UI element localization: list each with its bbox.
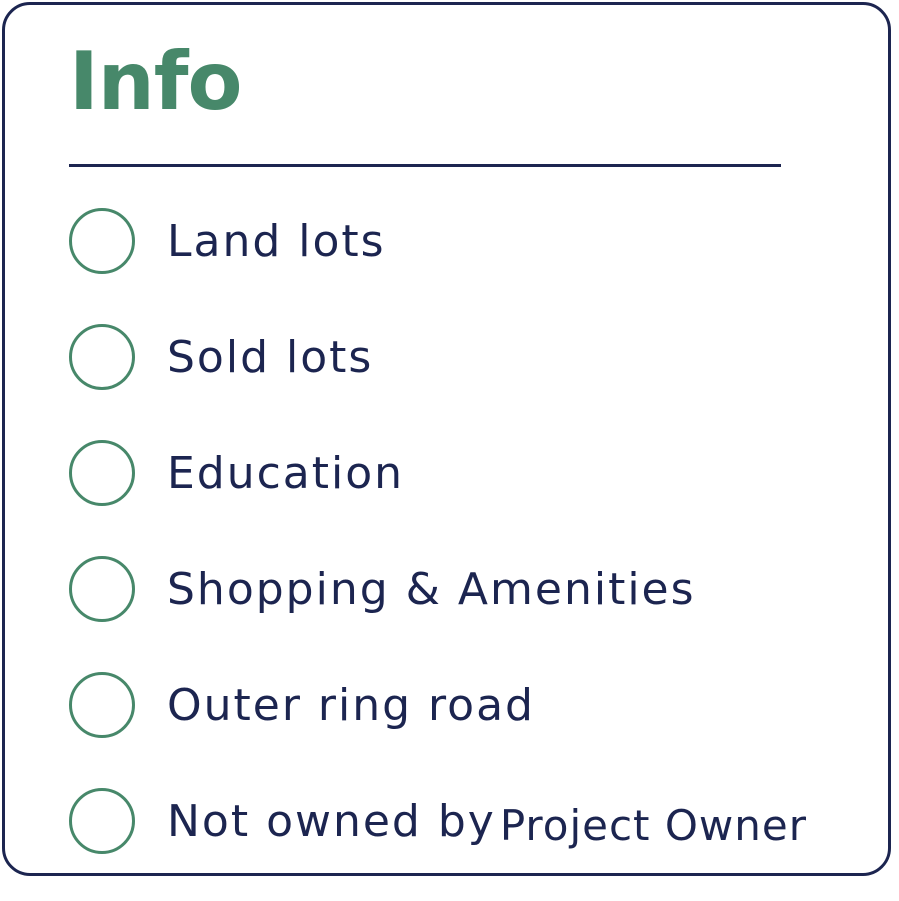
option-sold-lots[interactable]: Sold lots xyxy=(69,321,807,393)
option-label-main: Not owned by xyxy=(167,795,496,847)
option-shopping-amenities[interactable]: Shopping & Amenities xyxy=(69,553,807,625)
option-land-lots[interactable]: Land lots xyxy=(69,205,807,277)
option-label: Education xyxy=(167,447,405,499)
education-radio[interactable] xyxy=(69,440,135,506)
option-label: Sold lots xyxy=(167,331,374,383)
shopping-amenities-radio[interactable] xyxy=(69,556,135,622)
land-lots-radio[interactable] xyxy=(69,208,135,274)
option-not-owned[interactable]: Not owned byProject Owner xyxy=(69,785,807,857)
not-owned-radio[interactable] xyxy=(69,788,135,854)
info-panel: Info Land lots Sold lots Education Shopp… xyxy=(2,2,891,876)
panel-title: Info xyxy=(69,35,242,128)
option-label: Not owned byProject Owner xyxy=(167,795,808,850)
option-label: Shopping & Amenities xyxy=(167,563,696,615)
option-label: Land lots xyxy=(167,215,386,267)
sold-lots-radio[interactable] xyxy=(69,324,135,390)
option-education[interactable]: Education xyxy=(69,437,807,509)
title-divider xyxy=(69,164,781,167)
layer-options-list: Land lots Sold lots Education Shopping &… xyxy=(69,205,807,901)
outer-ring-road-radio[interactable] xyxy=(69,672,135,738)
option-outer-ring-road[interactable]: Outer ring road xyxy=(69,669,807,741)
option-label: Outer ring road xyxy=(167,679,535,731)
option-label-suffix: Project Owner xyxy=(499,800,808,850)
